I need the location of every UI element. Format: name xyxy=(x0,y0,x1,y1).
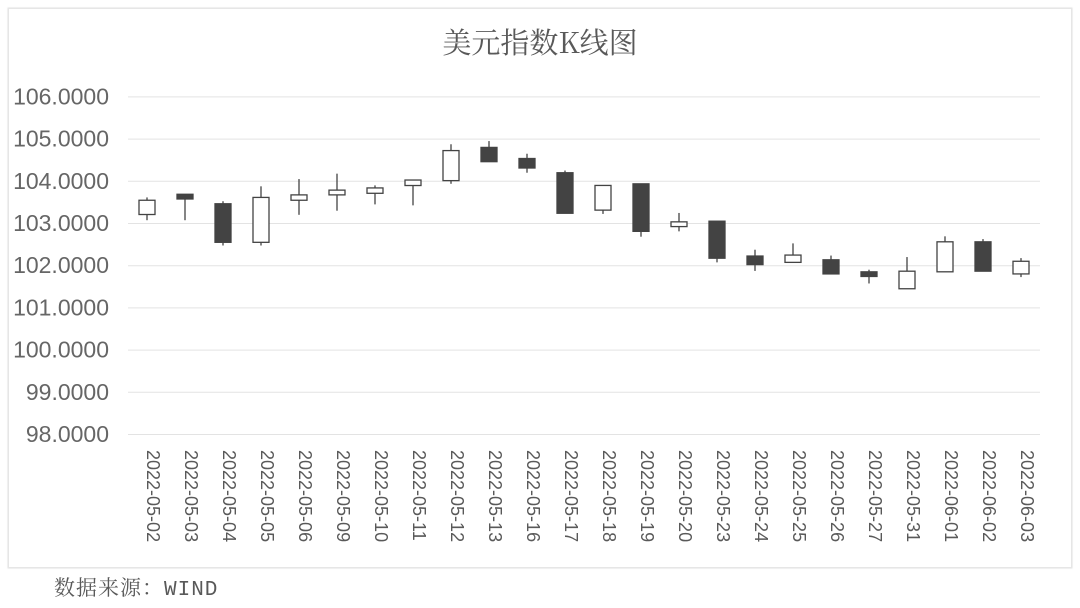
svg-text:2022-06-01: 2022-06-01 xyxy=(941,450,961,542)
svg-text:2022-05-24: 2022-05-24 xyxy=(751,450,771,542)
svg-text:2022-05-04: 2022-05-04 xyxy=(219,450,239,542)
svg-text:2022-05-12: 2022-05-12 xyxy=(447,450,467,542)
svg-text:2022-05-27: 2022-05-27 xyxy=(865,450,885,542)
svg-text:2022-05-02: 2022-05-02 xyxy=(143,450,163,542)
svg-text:2022-06-03: 2022-06-03 xyxy=(1017,450,1037,542)
svg-text:99.0000: 99.0000 xyxy=(26,379,109,405)
svg-text:2022-05-13: 2022-05-13 xyxy=(485,450,505,542)
svg-text:103.0000: 103.0000 xyxy=(13,210,109,236)
svg-text:2022-05-03: 2022-05-03 xyxy=(181,450,201,542)
svg-text:2022-05-11: 2022-05-11 xyxy=(409,450,429,541)
svg-text:2022-05-20: 2022-05-20 xyxy=(675,450,695,542)
svg-text:100.0000: 100.0000 xyxy=(13,337,109,363)
svg-text:2022-05-06: 2022-05-06 xyxy=(295,450,315,542)
svg-text:2022-05-19: 2022-05-19 xyxy=(637,450,657,542)
svg-text:2022-05-26: 2022-05-26 xyxy=(827,450,847,542)
svg-text:101.0000: 101.0000 xyxy=(13,294,109,320)
svg-text:106.0000: 106.0000 xyxy=(13,83,109,109)
svg-text:105.0000: 105.0000 xyxy=(13,126,109,152)
svg-text:2022-05-23: 2022-05-23 xyxy=(713,450,733,542)
svg-text:98.0000: 98.0000 xyxy=(26,421,109,447)
svg-text:2022-05-18: 2022-05-18 xyxy=(599,450,619,542)
svg-text:2022-05-09: 2022-05-09 xyxy=(333,450,353,542)
svg-text:104.0000: 104.0000 xyxy=(13,168,109,194)
svg-text:2022-05-16: 2022-05-16 xyxy=(523,450,543,542)
svg-text:2022-05-05: 2022-05-05 xyxy=(257,450,277,542)
svg-text:2022-05-31: 2022-05-31 xyxy=(903,450,923,542)
svg-text:2022-06-02: 2022-06-02 xyxy=(979,450,999,542)
svg-text:2022-05-17: 2022-05-17 xyxy=(561,450,581,542)
svg-text:2022-05-25: 2022-05-25 xyxy=(789,450,809,542)
svg-text:2022-05-10: 2022-05-10 xyxy=(371,450,391,542)
svg-text:102.0000: 102.0000 xyxy=(13,252,109,278)
